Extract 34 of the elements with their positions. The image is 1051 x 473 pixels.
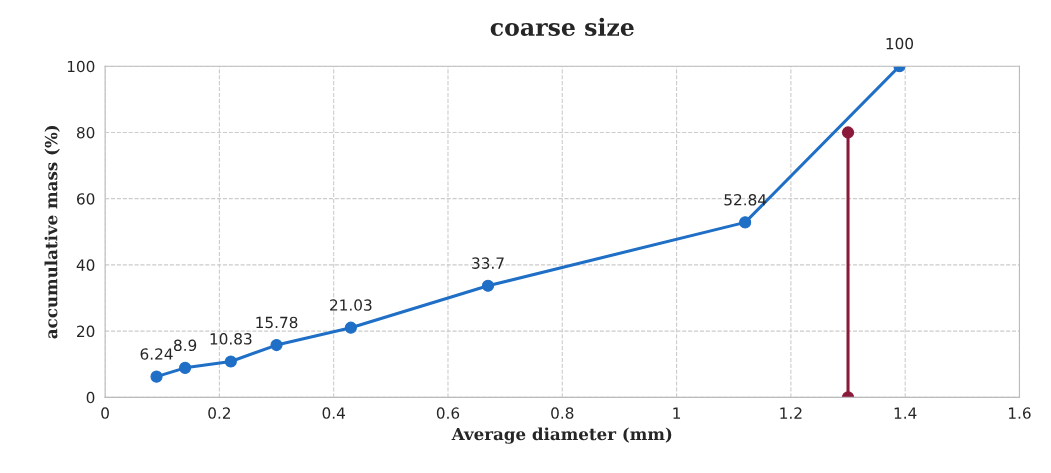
data-label: 10.83 — [210, 333, 252, 345]
y-tick-label: 20 — [77, 325, 95, 338]
point — [224, 355, 237, 368]
y-tick-label: 0 — [86, 391, 95, 404]
y-tick-label: 100 — [67, 60, 95, 73]
y-axis-title: accumulative mass (%) — [44, 125, 60, 339]
data-label: 33.7 — [472, 257, 504, 269]
x-tick-label: 1.2 — [780, 407, 802, 419]
x-tick-label: 0.4 — [322, 407, 345, 419]
data-label: 15.78 — [256, 316, 298, 329]
point — [270, 339, 283, 352]
data-label: 100 — [886, 37, 914, 50]
data-label: 52.84 — [724, 193, 767, 206]
x-tick-label: 0.2 — [208, 407, 231, 419]
x-tick-label: 0.8 — [551, 407, 574, 419]
y-tick-label: 60 — [77, 193, 95, 205]
x-tick-label: 1.4 — [894, 407, 917, 419]
y-tick-label: 80 — [76, 126, 95, 139]
point — [841, 126, 855, 139]
point — [739, 216, 752, 229]
data-label: 21.03 — [330, 299, 372, 311]
point — [150, 370, 163, 383]
data-label: 6.24 — [140, 348, 173, 360]
point — [481, 279, 495, 292]
x-tick-label: 0.6 — [436, 407, 460, 419]
data-label: 8.9 — [174, 339, 197, 351]
point — [179, 361, 192, 374]
y-tick-label: 40 — [76, 259, 95, 271]
x-tick-label: 1 — [673, 407, 681, 419]
x-tick-label: 1.6 — [1009, 407, 1031, 419]
chart-title: coarse size — [490, 17, 634, 36]
x-axis-title: Average diameter (mm) — [451, 427, 672, 444]
point — [344, 321, 357, 334]
x-tick-label: 0 — [101, 407, 109, 419]
